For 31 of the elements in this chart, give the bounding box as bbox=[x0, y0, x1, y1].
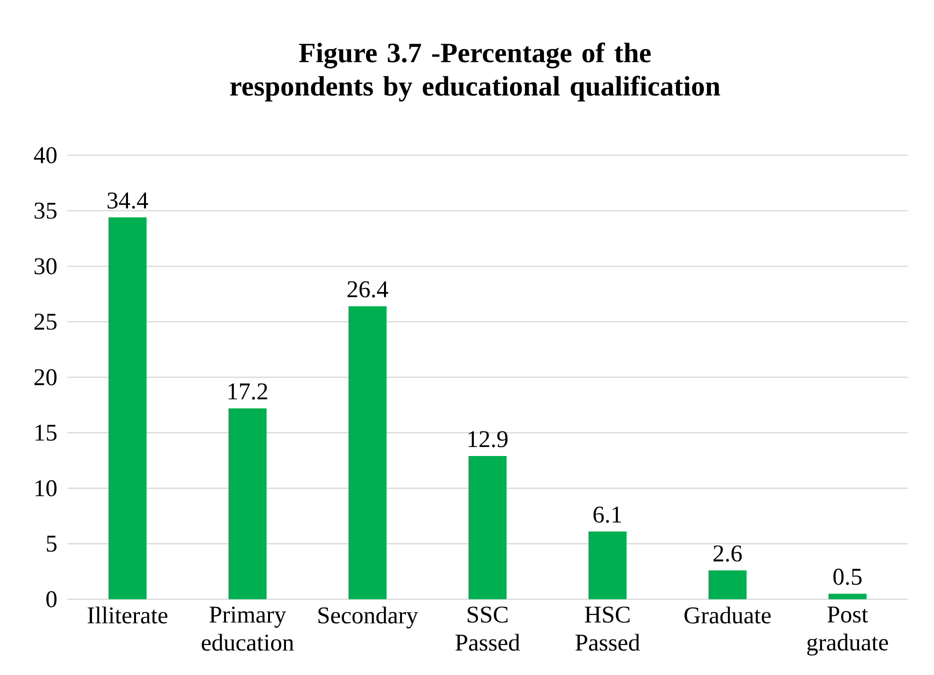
data-label: 26.4 bbox=[348, 281, 388, 298]
y-tick-label: 15 bbox=[36, 424, 57, 441]
y-tick-label: 35 bbox=[34, 202, 57, 219]
x-tick-label: Secondary bbox=[318, 606, 418, 628]
y-tick-label: 25 bbox=[34, 314, 57, 330]
y-tick-label: 30 bbox=[34, 258, 57, 274]
x-tick-label: Illiterate bbox=[88, 606, 168, 624]
y-tick-label: 5 bbox=[46, 536, 57, 552]
bar bbox=[588, 532, 627, 600]
bar bbox=[828, 594, 867, 600]
bar bbox=[228, 408, 267, 600]
chart-title: Figure 3.7 -Percentage of the respondents by educational qualification bbox=[230, 42, 720, 102]
bar bbox=[108, 217, 147, 600]
x-tick-label: Primary education bbox=[202, 606, 294, 651]
x-tick-label: HSC Passed bbox=[576, 606, 640, 651]
x-tick-label: Post graduate bbox=[807, 606, 888, 656]
bar bbox=[348, 306, 387, 600]
bar bbox=[468, 456, 507, 600]
data-label: 6.1 bbox=[594, 506, 622, 523]
y-tick-label: 0 bbox=[46, 591, 57, 608]
y-tick-label: 10 bbox=[36, 480, 57, 496]
y-tick-label: 20 bbox=[34, 369, 57, 386]
data-label: 0.5 bbox=[833, 568, 862, 585]
bar bbox=[708, 570, 747, 600]
data-label: 12.9 bbox=[468, 431, 508, 448]
data-label: 34.4 bbox=[108, 192, 148, 209]
x-tick-label: SSC Passed bbox=[456, 606, 520, 651]
data-label: 2.6 bbox=[714, 545, 742, 562]
x-tick-label: Graduate bbox=[684, 606, 771, 624]
y-tick-label: 40 bbox=[34, 147, 57, 164]
data-label: 17.2 bbox=[228, 383, 268, 400]
